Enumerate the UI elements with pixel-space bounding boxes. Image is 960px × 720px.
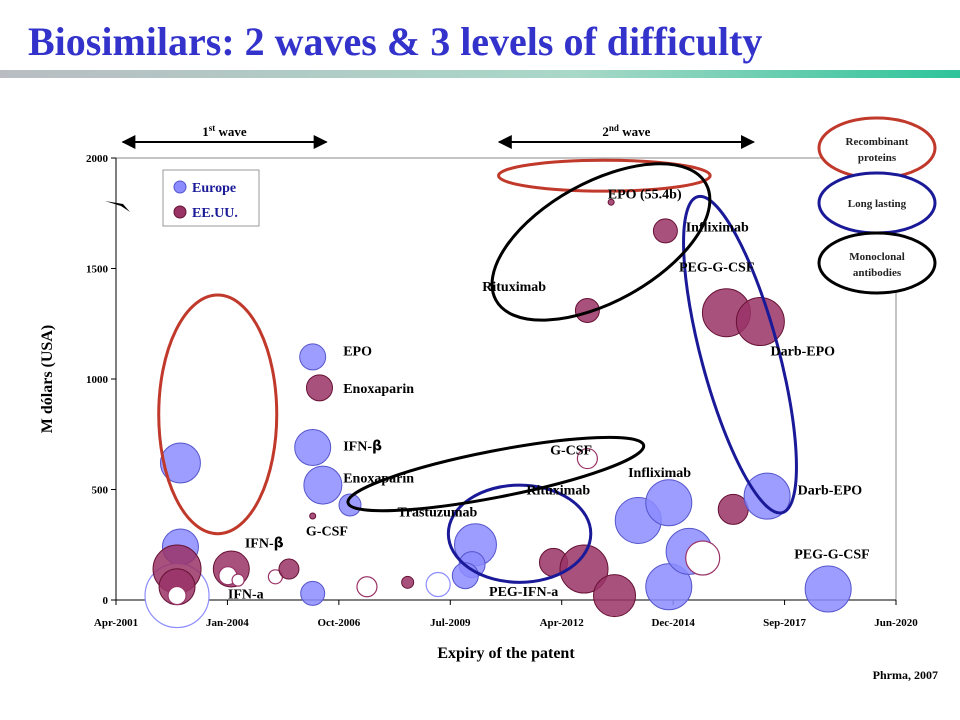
x-tick-label: Apr-2012 [540, 617, 585, 629]
data-bubble-usa [685, 540, 721, 576]
key-label-monoclonal: Monoclonal [849, 251, 905, 263]
drug-label: IFN-β [245, 536, 284, 552]
group-ellipse-long_lasting [682, 194, 798, 515]
legend-label-usa: EE.UU. [192, 206, 238, 221]
drug-label: Rituximab [482, 280, 546, 295]
data-bubble-usa [735, 297, 785, 347]
data-bubble-usa [356, 576, 378, 598]
drug-label: EPO [343, 344, 372, 359]
drug-label: G-CSF [550, 444, 592, 459]
drug-label: PEG-IFN-a [489, 585, 558, 600]
drug-label: Rituximab [526, 484, 590, 499]
group-ellipse-long_lasting [446, 483, 593, 584]
y-tick-label: 0 [103, 595, 109, 607]
x-axis-title: Expiry of the patent [437, 645, 575, 662]
drug-label: Infliximab [628, 466, 691, 481]
group-ellipse-monoclonal [346, 435, 646, 513]
legend-marker-europe [173, 180, 187, 194]
drug-label: PEG-G-CSF [679, 260, 754, 275]
chart-legend: Europe EE.UU. [162, 169, 260, 227]
data-bubble-europe [645, 479, 693, 527]
drug-label: PEG-G-CSF [794, 548, 869, 563]
drug-label: IFN-a [228, 587, 264, 602]
drug-label: EPO (55.4b) [608, 187, 682, 202]
data-bubble-usa [231, 573, 245, 587]
x-tick-label: Jan-2004 [206, 617, 249, 629]
legend-label-europe: Europe [192, 181, 236, 196]
title-divider [0, 70, 960, 78]
x-tick-label: Apr-2001 [94, 617, 138, 629]
pointer-glyph [105, 201, 130, 212]
key-ellipse-monoclonal [817, 231, 937, 295]
data-bubble-europe [425, 571, 451, 598]
data-bubble-europe [294, 429, 332, 467]
data-bubble-usa [167, 585, 187, 606]
data-bubble-usa [607, 198, 615, 206]
data-bubble-usa [559, 544, 609, 594]
x-tick-label: Jul-2009 [430, 617, 471, 629]
data-bubble-europe [645, 563, 693, 611]
drug-label: Trastuzumab [397, 506, 477, 521]
data-bubble-europe [159, 442, 201, 484]
y-tick-label: 500 [92, 485, 109, 497]
key-label-monoclonal-line2: antibodies [853, 267, 902, 279]
drug-label: Darb-EPO [771, 344, 836, 359]
wave-label-2: 2nd wave [602, 123, 650, 139]
x-tick-label: Jun-2020 [874, 617, 918, 629]
drug-label: Enoxaparin [343, 382, 414, 397]
drug-label: Darb-EPO [798, 484, 863, 499]
data-bubble-usa [576, 447, 598, 470]
key-ellipse-recombinant [817, 116, 937, 180]
drug-label: Enoxaparin [343, 471, 414, 486]
data-bubble-europe [743, 472, 791, 520]
data-bubble-usa [309, 512, 317, 520]
wave-label-1: 1st wave [202, 123, 247, 139]
group-ellipse-recombinant [157, 293, 279, 536]
data-bubble-usa [574, 297, 600, 323]
data-bubble-usa [652, 218, 678, 244]
data-bubble-europe [804, 565, 852, 613]
x-tick-label: Dec-2014 [651, 617, 695, 629]
y-tick-label: 1000 [86, 374, 109, 386]
y-tick-label: 2000 [86, 153, 109, 165]
drug-label: G-CSF [306, 524, 348, 539]
key-label-recombinant: Recombinant [846, 136, 909, 148]
data-bubble-europe [303, 465, 343, 505]
group-ellipse-recombinant [497, 158, 712, 193]
data-bubble-usa [401, 575, 415, 589]
group-ellipse-monoclonal [490, 162, 712, 322]
data-bubble-usa [593, 574, 637, 618]
drug-label: IFN-β [343, 438, 382, 454]
source-note: Phrma, 2007 [873, 668, 938, 682]
legend-marker-usa [173, 205, 187, 219]
data-bubble-usa [717, 493, 749, 525]
y-tick-label: 1500 [86, 264, 109, 276]
data-bubble-usa [305, 374, 333, 402]
data-bubble-usa [278, 558, 300, 580]
x-tick-label: Sep-2017 [763, 617, 806, 629]
key-label-long_lasting: Long lasting [848, 198, 907, 210]
data-bubble-europe [299, 343, 327, 371]
y-axis-title: M dólars (USA) [39, 325, 56, 433]
data-bubble-europe [300, 580, 326, 606]
key-label-recombinant-line2: proteins [858, 152, 897, 164]
slide-title: Biosimilars: 2 waves & 3 levels of diffi… [28, 19, 763, 64]
x-tick-label: Oct-2006 [317, 617, 360, 629]
drug-label: Infliximab [686, 221, 749, 236]
